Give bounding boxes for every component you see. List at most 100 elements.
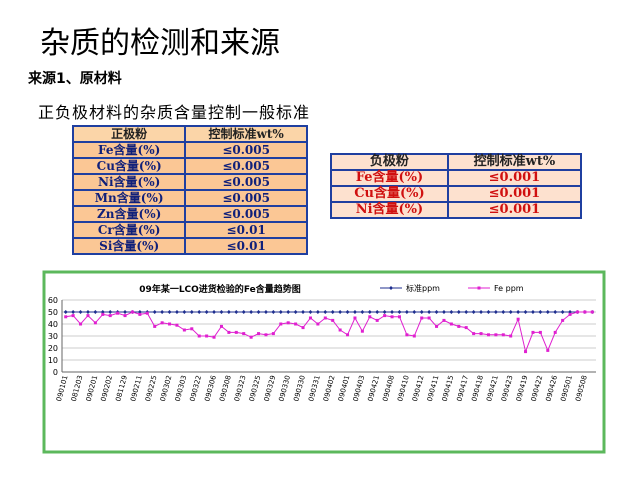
marker	[472, 332, 476, 336]
marker	[138, 312, 142, 316]
marker	[167, 310, 172, 314]
y-tick-label: 10	[48, 356, 58, 365]
marker	[420, 316, 424, 320]
marker	[449, 310, 454, 314]
legend-label: 标准ppm	[406, 283, 440, 293]
marker	[412, 334, 416, 338]
marker	[278, 310, 283, 314]
table-cell: 控制标准wt%	[448, 155, 580, 169]
marker	[256, 310, 261, 314]
marker	[360, 329, 364, 333]
marker	[227, 330, 231, 334]
marker	[590, 310, 594, 314]
subtitle: 来源1、原材料	[28, 71, 122, 87]
y-tick-label: 20	[48, 344, 58, 353]
table-cell: Fe含量(%)	[332, 171, 447, 185]
marker	[123, 310, 128, 314]
table-cell: Zn含量(%)	[74, 207, 185, 221]
marker	[442, 318, 446, 322]
table-cell: Cr含量(%)	[74, 223, 185, 237]
marker	[390, 315, 394, 319]
marker	[308, 310, 313, 314]
marker	[301, 326, 305, 330]
table-cell: ≤0.005	[186, 207, 306, 221]
marker	[271, 332, 275, 336]
marker	[219, 310, 224, 314]
marker	[493, 310, 498, 314]
marker	[405, 333, 409, 337]
marker	[538, 330, 542, 334]
marker	[583, 310, 587, 314]
marker	[508, 310, 513, 314]
marker	[190, 327, 194, 331]
marker	[204, 310, 209, 314]
marker	[160, 321, 164, 325]
table-cell: Ni含量(%)	[332, 203, 447, 217]
y-tick-label: 40	[48, 320, 58, 329]
marker	[101, 312, 105, 316]
table-cell: Cu含量(%)	[74, 159, 185, 173]
marker	[360, 310, 365, 314]
marker	[257, 332, 261, 336]
marker	[464, 310, 469, 314]
table-cell: 正极粉	[74, 127, 185, 141]
legend-label: Fe ppm	[494, 284, 524, 293]
y-tick-label: 50	[48, 308, 58, 317]
marker	[286, 310, 291, 314]
marker	[545, 310, 550, 314]
marker	[419, 310, 424, 314]
table-cell: Si含量(%)	[74, 239, 185, 253]
marker	[182, 310, 187, 314]
marker	[85, 310, 90, 314]
marker	[397, 315, 401, 319]
marker	[182, 328, 186, 332]
marker	[168, 322, 172, 326]
marker	[338, 328, 342, 332]
marker	[315, 310, 320, 314]
legend-marker	[389, 286, 393, 290]
table-cell: Cu含量(%)	[332, 187, 447, 201]
marker	[390, 310, 395, 314]
marker	[331, 318, 335, 322]
marker	[242, 332, 246, 336]
marker	[316, 322, 320, 326]
chart-frame	[42, 270, 606, 454]
marker	[189, 310, 194, 314]
table-cell: ≤0.005	[186, 191, 306, 205]
table-cell: ≤0.01	[186, 223, 306, 237]
table-cell: ≤0.005	[186, 143, 306, 157]
y-tick-label: 30	[48, 332, 58, 341]
marker	[234, 330, 238, 334]
marker	[553, 330, 557, 334]
marker	[530, 310, 535, 314]
marker	[174, 310, 179, 314]
marker	[175, 323, 179, 327]
y-tick-label: 0	[53, 368, 58, 377]
marker	[330, 310, 335, 314]
marker	[226, 310, 231, 314]
marker	[264, 333, 268, 337]
marker	[375, 318, 379, 322]
marker	[79, 322, 83, 326]
marker	[286, 321, 290, 325]
marker	[367, 310, 372, 314]
marker	[263, 310, 268, 314]
marker	[561, 318, 565, 322]
marker	[93, 321, 97, 325]
marker	[338, 310, 343, 314]
table-cell: Ni含量(%)	[74, 175, 185, 189]
marker	[479, 310, 484, 314]
marker	[279, 322, 283, 326]
marker	[108, 314, 112, 318]
marker	[197, 334, 201, 338]
marker	[435, 324, 439, 328]
marker	[116, 311, 120, 315]
marker	[441, 310, 446, 314]
marker	[568, 312, 572, 316]
table-cell: ≤0.005	[186, 159, 306, 173]
marker	[509, 334, 513, 338]
title: 杂质的检测和来源	[40, 26, 280, 61]
marker	[546, 348, 550, 352]
marker	[523, 310, 528, 314]
marker	[78, 310, 83, 314]
